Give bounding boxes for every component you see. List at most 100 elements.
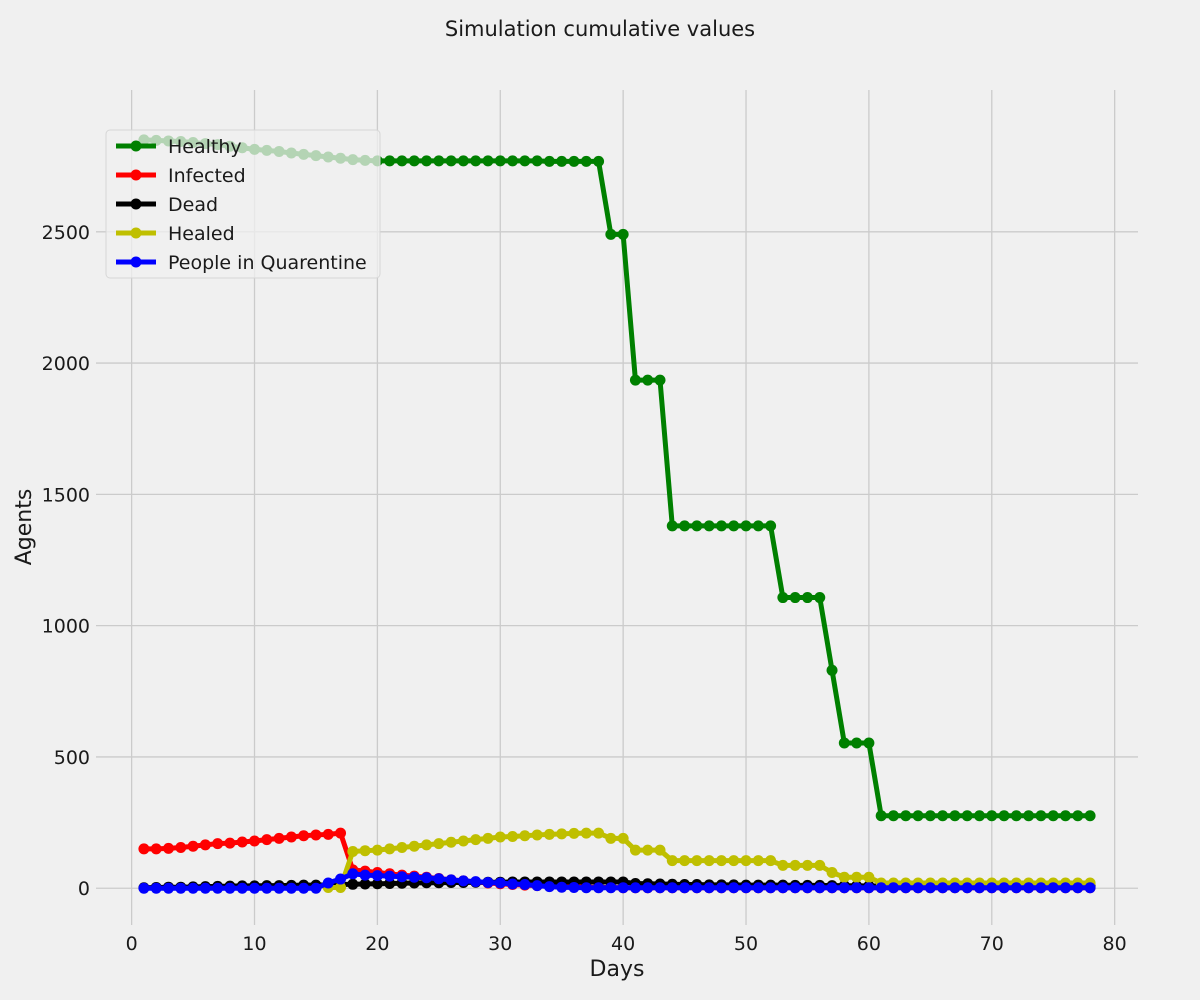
data-point-healthy — [703, 520, 715, 532]
data-point-infected — [298, 830, 310, 842]
data-point-people-in-quarentine — [679, 882, 691, 894]
data-point-infected — [150, 843, 162, 855]
data-point-healed — [666, 855, 678, 867]
data-point-healthy — [838, 737, 850, 749]
data-point-healthy — [887, 810, 899, 822]
data-point-infected — [310, 829, 322, 841]
data-point-healed — [789, 859, 801, 871]
legend-label-people-in-quarentine: People in Quarentine — [168, 252, 367, 274]
data-point-healthy — [519, 155, 531, 167]
data-point-people-in-quarentine — [666, 882, 678, 894]
data-point-healthy — [789, 592, 801, 604]
data-point-infected — [163, 842, 174, 854]
data-point-people-in-quarentine — [1072, 882, 1084, 894]
data-point-healed — [777, 859, 789, 871]
data-point-healthy — [580, 155, 592, 167]
data-point-people-in-quarentine — [838, 882, 850, 894]
y-tick-label: 1500 — [42, 484, 90, 506]
data-point-healthy — [1035, 810, 1047, 822]
data-point-infected — [187, 840, 199, 852]
data-point-people-in-quarentine — [1010, 882, 1022, 894]
data-point-healed — [740, 855, 752, 867]
x-tick-label: 70 — [980, 933, 1004, 955]
data-point-people-in-quarentine — [371, 870, 383, 882]
data-point-healed — [445, 836, 457, 848]
data-point-healed — [629, 844, 641, 856]
data-point-healed — [642, 844, 654, 856]
data-point-healthy — [642, 374, 654, 386]
data-point-people-in-quarentine — [593, 882, 605, 894]
data-point-healed — [568, 827, 580, 839]
data-point-infected — [224, 837, 236, 849]
data-point-healed — [580, 827, 592, 839]
data-point-infected — [175, 842, 187, 854]
y-tick-label: 2000 — [42, 353, 90, 375]
data-point-healthy — [728, 520, 740, 532]
data-point-people-in-quarentine — [777, 882, 789, 894]
data-point-healthy — [998, 810, 1010, 822]
data-point-infected — [212, 838, 224, 850]
legend-marker-dead — [130, 198, 142, 210]
data-point-healed — [605, 832, 617, 844]
data-point-healed — [728, 855, 740, 867]
data-point-people-in-quarentine — [642, 882, 654, 894]
data-point-people-in-quarentine — [507, 878, 519, 890]
x-tick-label: 20 — [365, 933, 389, 955]
data-point-people-in-quarentine — [752, 882, 764, 894]
data-point-healthy — [421, 155, 433, 167]
data-point-healthy — [593, 155, 605, 167]
data-point-healthy — [1084, 810, 1096, 822]
data-point-healthy — [765, 520, 777, 532]
data-point-healed — [507, 831, 519, 843]
data-point-healthy — [973, 810, 985, 822]
data-point-people-in-quarentine — [617, 882, 629, 894]
data-point-healed — [519, 830, 531, 842]
data-point-healthy — [851, 737, 863, 749]
data-point-people-in-quarentine — [851, 882, 863, 894]
data-point-people-in-quarentine — [433, 873, 445, 885]
data-point-people-in-quarentine — [887, 882, 899, 894]
x-tick-label: 50 — [734, 933, 758, 955]
legend-label-dead: Dead — [168, 194, 218, 216]
data-point-people-in-quarentine — [1047, 882, 1059, 894]
data-point-healthy — [814, 592, 826, 604]
legend-label-infected: Infected — [168, 165, 246, 187]
data-point-healed — [593, 827, 605, 839]
data-point-people-in-quarentine — [408, 871, 420, 883]
data-point-people-in-quarentine — [703, 882, 715, 894]
data-point-healthy — [949, 810, 961, 822]
data-point-healed — [715, 855, 727, 867]
y-axis-label: Agents — [12, 489, 37, 566]
data-point-people-in-quarentine — [912, 882, 924, 894]
data-point-people-in-quarentine — [654, 882, 666, 894]
data-point-people-in-quarentine — [949, 882, 961, 894]
data-point-healed — [421, 839, 433, 851]
data-point-people-in-quarentine — [347, 868, 359, 880]
data-point-infected — [199, 839, 211, 851]
y-tick-label: 500 — [54, 747, 90, 769]
data-point-healed — [556, 828, 568, 840]
data-point-people-in-quarentine — [728, 882, 740, 894]
data-point-people-in-quarentine — [924, 882, 936, 894]
legend-marker-infected — [130, 169, 142, 181]
data-point-people-in-quarentine — [875, 882, 887, 894]
data-point-people-in-quarentine — [150, 882, 162, 894]
data-point-people-in-quarentine — [421, 872, 433, 884]
data-point-healthy — [408, 155, 420, 167]
data-point-healed — [838, 871, 850, 883]
data-point-healed — [691, 855, 703, 867]
data-point-healthy — [986, 810, 998, 822]
data-point-people-in-quarentine — [900, 882, 912, 894]
x-tick-label: 80 — [1103, 933, 1127, 955]
legend-box — [105, 129, 381, 279]
data-point-people-in-quarentine — [543, 881, 555, 893]
data-point-healthy — [556, 155, 568, 167]
legend-marker-people-in-quarentine — [130, 256, 142, 268]
tick-labels: 0 10 20 30 40 50 60 70 80 0 500 1000 1500 2000 2500 — [42, 222, 1127, 955]
data-point-healed — [654, 844, 666, 856]
x-axis-label: Days — [590, 957, 645, 982]
data-point-healthy — [875, 810, 887, 822]
data-point-healed — [814, 859, 826, 871]
data-point-people-in-quarentine — [445, 874, 457, 886]
data-point-healthy — [629, 374, 641, 386]
